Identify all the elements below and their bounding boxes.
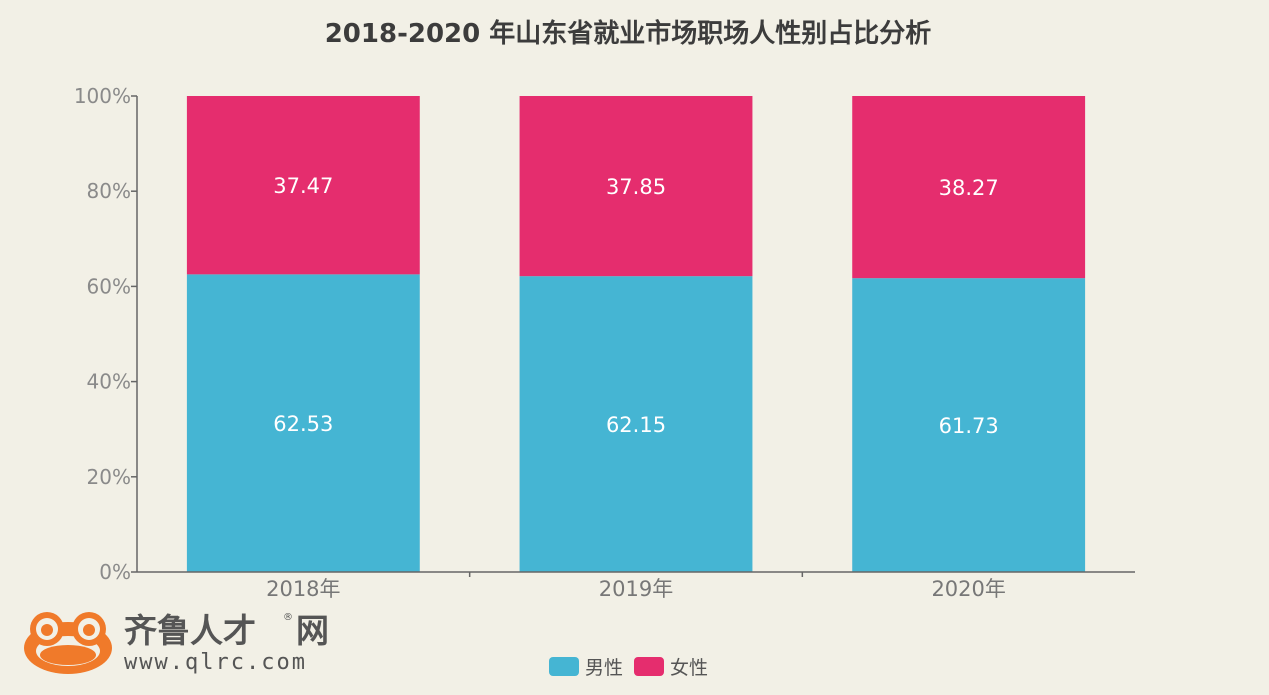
x-axis-tick-labels: 2018年 2019年 2020年 [266, 577, 1006, 601]
data-label-male-2: 61.73 [939, 414, 999, 438]
y-tick-label: 20% [87, 465, 131, 489]
bar-male-0 [186, 274, 420, 572]
data-label-female-1: 37.85 [606, 175, 666, 199]
x-tick-label: 2019年 [599, 577, 673, 601]
x-tick-label: 2018年 [266, 577, 340, 601]
logo-name: 齐鲁人才 [124, 611, 256, 650]
legend-swatch-male [549, 657, 579, 676]
brand-logo: 齐鲁人才 ® 网 www.qlrc.com [24, 611, 329, 675]
bars-group: 62.53 37.47 62.15 37.85 61.73 38.27 [186, 96, 1086, 572]
data-label-male-0: 62.53 [273, 412, 333, 436]
legend-label-male: 男性 [585, 657, 623, 679]
legend-swatch-female [634, 657, 664, 676]
data-label-female-2: 38.27 [939, 176, 999, 200]
frog-logo-icon [24, 612, 112, 674]
y-tick-label: 80% [87, 179, 131, 203]
y-axis-tick-labels: 0% 20% 40% 60% 80% 100% [74, 84, 131, 584]
bar-female-1 [519, 96, 753, 277]
bar-female-0 [186, 96, 420, 275]
bar-female-2 [852, 96, 1086, 279]
legend: 男性 女性 [549, 657, 708, 679]
data-label-female-0: 37.47 [273, 174, 333, 198]
bar-male-2 [852, 278, 1086, 572]
logo-registered-mark: ® [283, 612, 293, 623]
bar-male-1 [519, 276, 753, 572]
y-tick-label: 100% [74, 84, 131, 108]
legend-label-female: 女性 [670, 657, 708, 679]
y-tick-label: 0% [99, 560, 131, 584]
axes-group [131, 95, 1135, 577]
y-tick-label: 40% [87, 370, 131, 394]
chart-title: 2018-2020 年山东省就业市场职场人性别占比分析 [325, 18, 932, 49]
logo-suffix: 网 [296, 611, 329, 650]
x-tick-label: 2020年 [931, 577, 1005, 601]
data-label-male-1: 62.15 [606, 413, 666, 437]
y-tick-label: 60% [87, 274, 131, 298]
logo-url: www.qlrc.com [124, 650, 307, 675]
